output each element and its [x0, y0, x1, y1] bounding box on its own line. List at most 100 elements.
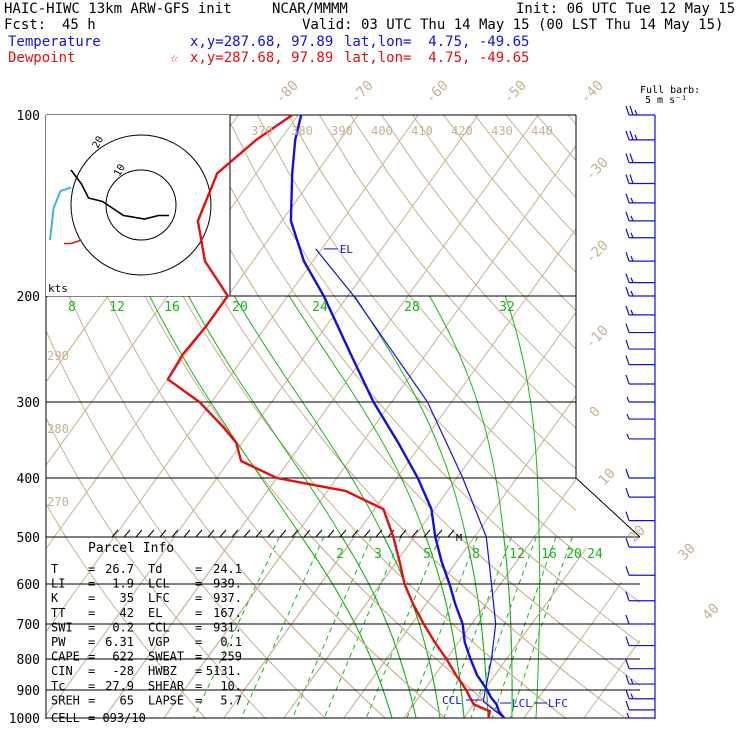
frame-diagonal [575, 477, 641, 538]
parcel-value: 27.9 [105, 679, 134, 693]
dry-adiabat-line [360, 537, 583, 719]
isotherm-label: 0 [587, 404, 604, 421]
wind-barb-half-feather [626, 433, 630, 440]
wind-barb [625, 374, 655, 385]
isotherm-label: -30 [583, 155, 612, 184]
hash-mark [267, 529, 275, 538]
mixing-ratio-line [193, 537, 280, 719]
hash-mark [243, 529, 251, 538]
parcel-eq: = [88, 650, 95, 664]
parcel-key: T [51, 562, 58, 576]
wind-barb [626, 396, 655, 403]
el-label: EL [340, 243, 354, 256]
wind-barb-half-feather [634, 109, 638, 116]
wind-barb-feather [625, 251, 630, 262]
wind-barb [625, 130, 655, 141]
parcel-value: 6.31 [105, 635, 134, 649]
wind-barb-half-feather [626, 712, 630, 719]
dry-adiabat-line [46, 502, 207, 719]
wind-barb-feather [625, 355, 630, 365]
isotherm-label: -10 [583, 323, 612, 352]
parcel-key: Tc [51, 679, 65, 693]
pressure-tick-label: 600 [17, 578, 40, 593]
hash-mark [291, 529, 299, 538]
hash-mark [447, 529, 455, 538]
moist-adiabat-label: 8 [68, 300, 76, 315]
pressure-tick-label: 700 [17, 618, 40, 633]
dewpoint-xy: x,y=287.68, 97.89 [190, 50, 334, 66]
forecast-label: Fcst: [4, 17, 47, 33]
wind-barb-half-feather [630, 693, 634, 699]
hash-mark [435, 529, 443, 538]
mixing-ratio-line [470, 537, 537, 719]
wind-barb [625, 487, 655, 498]
parcel-eq: = [88, 591, 95, 605]
isotherm-line [403, 478, 576, 719]
parcel-value: 931. [213, 620, 242, 634]
parcel-value: 65 [120, 693, 134, 707]
parcel-key: CAPE [51, 650, 80, 664]
wind-barb-half-feather [626, 396, 630, 403]
hodograph-ring [105, 169, 177, 241]
hodograph-trace [70, 169, 169, 220]
parcel-eq: = [195, 664, 202, 678]
isotherm-line [163, 537, 295, 719]
parcel-value: 259 [220, 650, 242, 664]
parcel-eq: = [195, 620, 202, 634]
moist-adiabat-line [301, 537, 393, 719]
isobar-lines [45, 114, 641, 719]
hash-mark [315, 529, 323, 538]
hash-mark [135, 529, 143, 538]
hash-mark [183, 529, 191, 538]
isotherm-label: -60 [423, 78, 452, 107]
dry-adiabat-line [409, 537, 640, 719]
isotherm-line [644, 537, 740, 718]
dry-adiabat-line [311, 537, 522, 719]
pressure-tick-label: 100 [17, 109, 40, 124]
parcel-key: SHEAR [148, 679, 185, 693]
wind-barb-feather [625, 537, 630, 548]
wind-barb-half-feather [630, 678, 634, 685]
wind-barb [625, 566, 655, 576]
hash-mark [279, 529, 287, 538]
parcel-value: 5131. [206, 664, 242, 678]
wind-barb-feather [625, 286, 630, 297]
parcel-key: EL [148, 606, 162, 620]
parcel-value: 0.1 [220, 635, 242, 649]
wind-barb [625, 286, 655, 297]
wind-barb-feather [625, 511, 630, 521]
isotherm-line [46, 115, 419, 633]
temperature-xy: x,y=287.68, 97.89 [190, 34, 334, 50]
wind-barb-feather [625, 659, 630, 669]
pressure-tick-label: 500 [17, 531, 40, 546]
wind-barb-feather [625, 211, 630, 222]
moist-adiabat-line [503, 537, 513, 718]
forecast-hour: 45 h [62, 17, 96, 33]
dry-adiabat-line [287, 115, 576, 470]
wind-barb-feather [625, 305, 630, 316]
hash-mark [195, 529, 203, 538]
star-icon: ☆ [170, 50, 179, 66]
wind-barb-feather [625, 193, 630, 204]
wind-barb-feather [629, 153, 634, 163]
mixing-ratio-label: 3 [374, 547, 382, 562]
isotherm-label: -40 [578, 78, 607, 107]
mixing-ratio-label: 2 [336, 547, 344, 562]
isotherm-line [343, 537, 475, 719]
wind-barb-feather [625, 130, 630, 141]
ccl-label: CCL [442, 694, 462, 707]
isotherm-label: -80 [273, 78, 302, 107]
hash-mark [411, 529, 419, 538]
parcel-eq: = [88, 577, 95, 591]
theta-label: 380 [291, 124, 313, 138]
isotherm-label: -20 [583, 238, 612, 267]
mixing-ratio-line [406, 537, 478, 719]
isotherm-line [283, 537, 415, 719]
wind-barb-half-feather [630, 255, 634, 262]
wind-barb [625, 339, 655, 350]
wind-barb-feather [625, 228, 630, 238]
parcel-key: CIN [51, 664, 73, 678]
wind-barb-half-feather [630, 309, 634, 316]
moist-adiabat-line [465, 537, 489, 719]
isotherm-label: -50 [501, 78, 530, 107]
